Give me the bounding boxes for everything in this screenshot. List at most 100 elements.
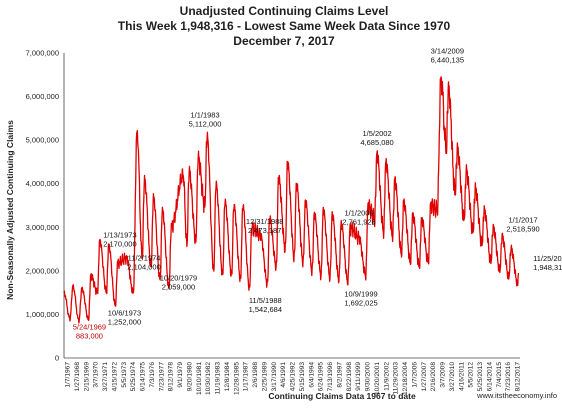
x-tick-label: 2/6/1988 bbox=[252, 362, 259, 388]
claims-series bbox=[63, 76, 520, 324]
x-tick-label: 4/6/1991 bbox=[280, 362, 287, 388]
x-tick-label: 9/11/1999 bbox=[355, 362, 362, 391]
y-tick-label: 2,000,000 bbox=[26, 266, 59, 275]
x-tick-label: 1/17/1987 bbox=[243, 362, 250, 392]
annotation-value: 2,761,926 bbox=[342, 218, 375, 227]
y-tick-label: 6,000,000 bbox=[26, 92, 59, 101]
x-tick-label: 7/3/1976 bbox=[149, 362, 156, 388]
x-tick-label: 7/23/2016 bbox=[505, 362, 512, 392]
x-tick-label: 4/15/1972 bbox=[111, 362, 118, 392]
x-tick-label: 5/15/1993 bbox=[299, 362, 306, 392]
y-axis-label: Non-Seasonally Adjusted Continuing Claim… bbox=[5, 120, 15, 300]
x-axis-label: Continuing Claims Data 1967 to date bbox=[268, 391, 416, 401]
x-tick-label: 4/25/1992 bbox=[290, 362, 297, 392]
x-tick-label: 11/9/2002 bbox=[383, 362, 390, 391]
annotation-date: 11/5/1988 bbox=[249, 296, 282, 305]
source-credit: www.itstheeconomy.info bbox=[476, 391, 557, 400]
x-tick-label: 2/25/1989 bbox=[261, 362, 268, 392]
x-tick-label: 6/14/2014 bbox=[486, 362, 493, 392]
x-tick-label: 2/15/1969 bbox=[83, 362, 90, 392]
x-tick-label: 10/20/2001 bbox=[374, 362, 381, 395]
x-tick-label: 3/7/2009 bbox=[440, 362, 447, 388]
annotation-value: 1,948,316 bbox=[533, 263, 562, 272]
chart-title: Unadjusted Continuing Claims Level This … bbox=[118, 4, 451, 48]
x-tick-label: 8/12/1978 bbox=[168, 362, 175, 392]
y-tick-label: 1,000,000 bbox=[26, 310, 59, 319]
claims-line bbox=[63, 76, 520, 324]
annotation-value: 1,252,000 bbox=[108, 317, 141, 326]
x-tick-label: 8/22/1998 bbox=[346, 362, 353, 392]
x-tick-label: 1/7/1967 bbox=[65, 362, 72, 388]
x-tick-label: 11/19/1983 bbox=[215, 362, 222, 395]
x-tick-label: 8/12/2017 bbox=[515, 362, 522, 392]
annotation-value: 1,692,025 bbox=[344, 298, 377, 307]
annotation-value: 1,542,684 bbox=[249, 305, 282, 314]
x-tick-label: 12/28/1985 bbox=[233, 362, 240, 395]
x-tick-label: 7/13/1996 bbox=[327, 362, 334, 392]
annotation-value: 6,440,135 bbox=[431, 55, 464, 64]
annotation-value: 5,112,000 bbox=[189, 119, 222, 128]
x-tick-label: 3/17/1990 bbox=[271, 362, 278, 392]
x-tick-label: 3/7/1970 bbox=[93, 362, 100, 388]
annotation-date: 12/31/1988 bbox=[246, 217, 284, 226]
x-tick-label: 1/27/1968 bbox=[74, 362, 81, 392]
x-tick-label: 6/4/1994 bbox=[308, 362, 315, 388]
x-tick-label: 5/5/1973 bbox=[121, 362, 128, 388]
x-tick-label: 5/25/2013 bbox=[477, 362, 484, 392]
x-tick-label: 10/10/1981 bbox=[196, 362, 203, 395]
annotation-date: 10/20/1979 bbox=[160, 273, 198, 282]
y-tick-label: 4,000,000 bbox=[26, 179, 59, 188]
annotation-value: 883,000 bbox=[76, 332, 103, 341]
x-tick-label: 8/2/1997 bbox=[336, 362, 343, 388]
y-tick-label: 3,000,000 bbox=[26, 223, 59, 232]
title-line-1: Unadjusted Continuing Claims Level bbox=[180, 4, 389, 18]
annotation-date: 1/13/1973 bbox=[103, 230, 136, 239]
x-tick-label: 7/23/1977 bbox=[158, 362, 165, 392]
annotation-date: 3/14/2009 bbox=[431, 46, 464, 55]
x-tick-label: 9/20/1980 bbox=[186, 362, 193, 392]
x-tick-label: 11/29/2003 bbox=[393, 362, 400, 395]
x-tick-label: 12/18/2004 bbox=[402, 362, 409, 395]
annotation-date: 10/6/1973 bbox=[108, 308, 141, 317]
annotation-date: 10/9/1999 bbox=[344, 289, 377, 298]
annotation-date: 1/1/1983 bbox=[190, 110, 219, 119]
annotation-date: 1/1/2000 bbox=[344, 209, 373, 218]
annotation-date: 5/24/1969 bbox=[73, 323, 106, 332]
annotation-label: 11/25/20171,948,316 bbox=[533, 254, 562, 272]
annotation-value: 2,170,000 bbox=[103, 239, 136, 248]
y-axis-ticks: 0 1,000,000 2,000,000 3,000,000 4,000,000 5,0… bbox=[26, 49, 59, 363]
annotation-value: 2,059,000 bbox=[162, 282, 195, 291]
x-tick-label: 1/27/2007 bbox=[421, 362, 428, 392]
x-tick-label: 6/24/1995 bbox=[318, 362, 325, 392]
y-tick-label: 0 bbox=[55, 354, 59, 363]
x-tick-label: 3/27/1971 bbox=[102, 362, 109, 392]
annotation-date: 1/5/2002 bbox=[362, 129, 391, 138]
x-tick-label: 7/4/2015 bbox=[496, 362, 503, 388]
x-tick-label: 5/5/2012 bbox=[468, 362, 475, 388]
annotation-date: 1/1/2017 bbox=[508, 215, 537, 224]
x-tick-label: 3/27/2010 bbox=[449, 362, 456, 392]
x-tick-label: 4/16/2011 bbox=[458, 362, 465, 391]
x-tick-label: 9/30/2000 bbox=[365, 362, 372, 392]
x-tick-label: 12/8/1984 bbox=[224, 362, 231, 392]
title-line-3: December 7, 2017 bbox=[233, 34, 335, 48]
annotation-date: 11/2/1974 bbox=[128, 253, 161, 262]
y-tick-label: 5,000,000 bbox=[26, 136, 59, 145]
annotation-value: 4,685,080 bbox=[360, 138, 393, 147]
annotation-date: 11/25/2017 bbox=[533, 254, 562, 263]
